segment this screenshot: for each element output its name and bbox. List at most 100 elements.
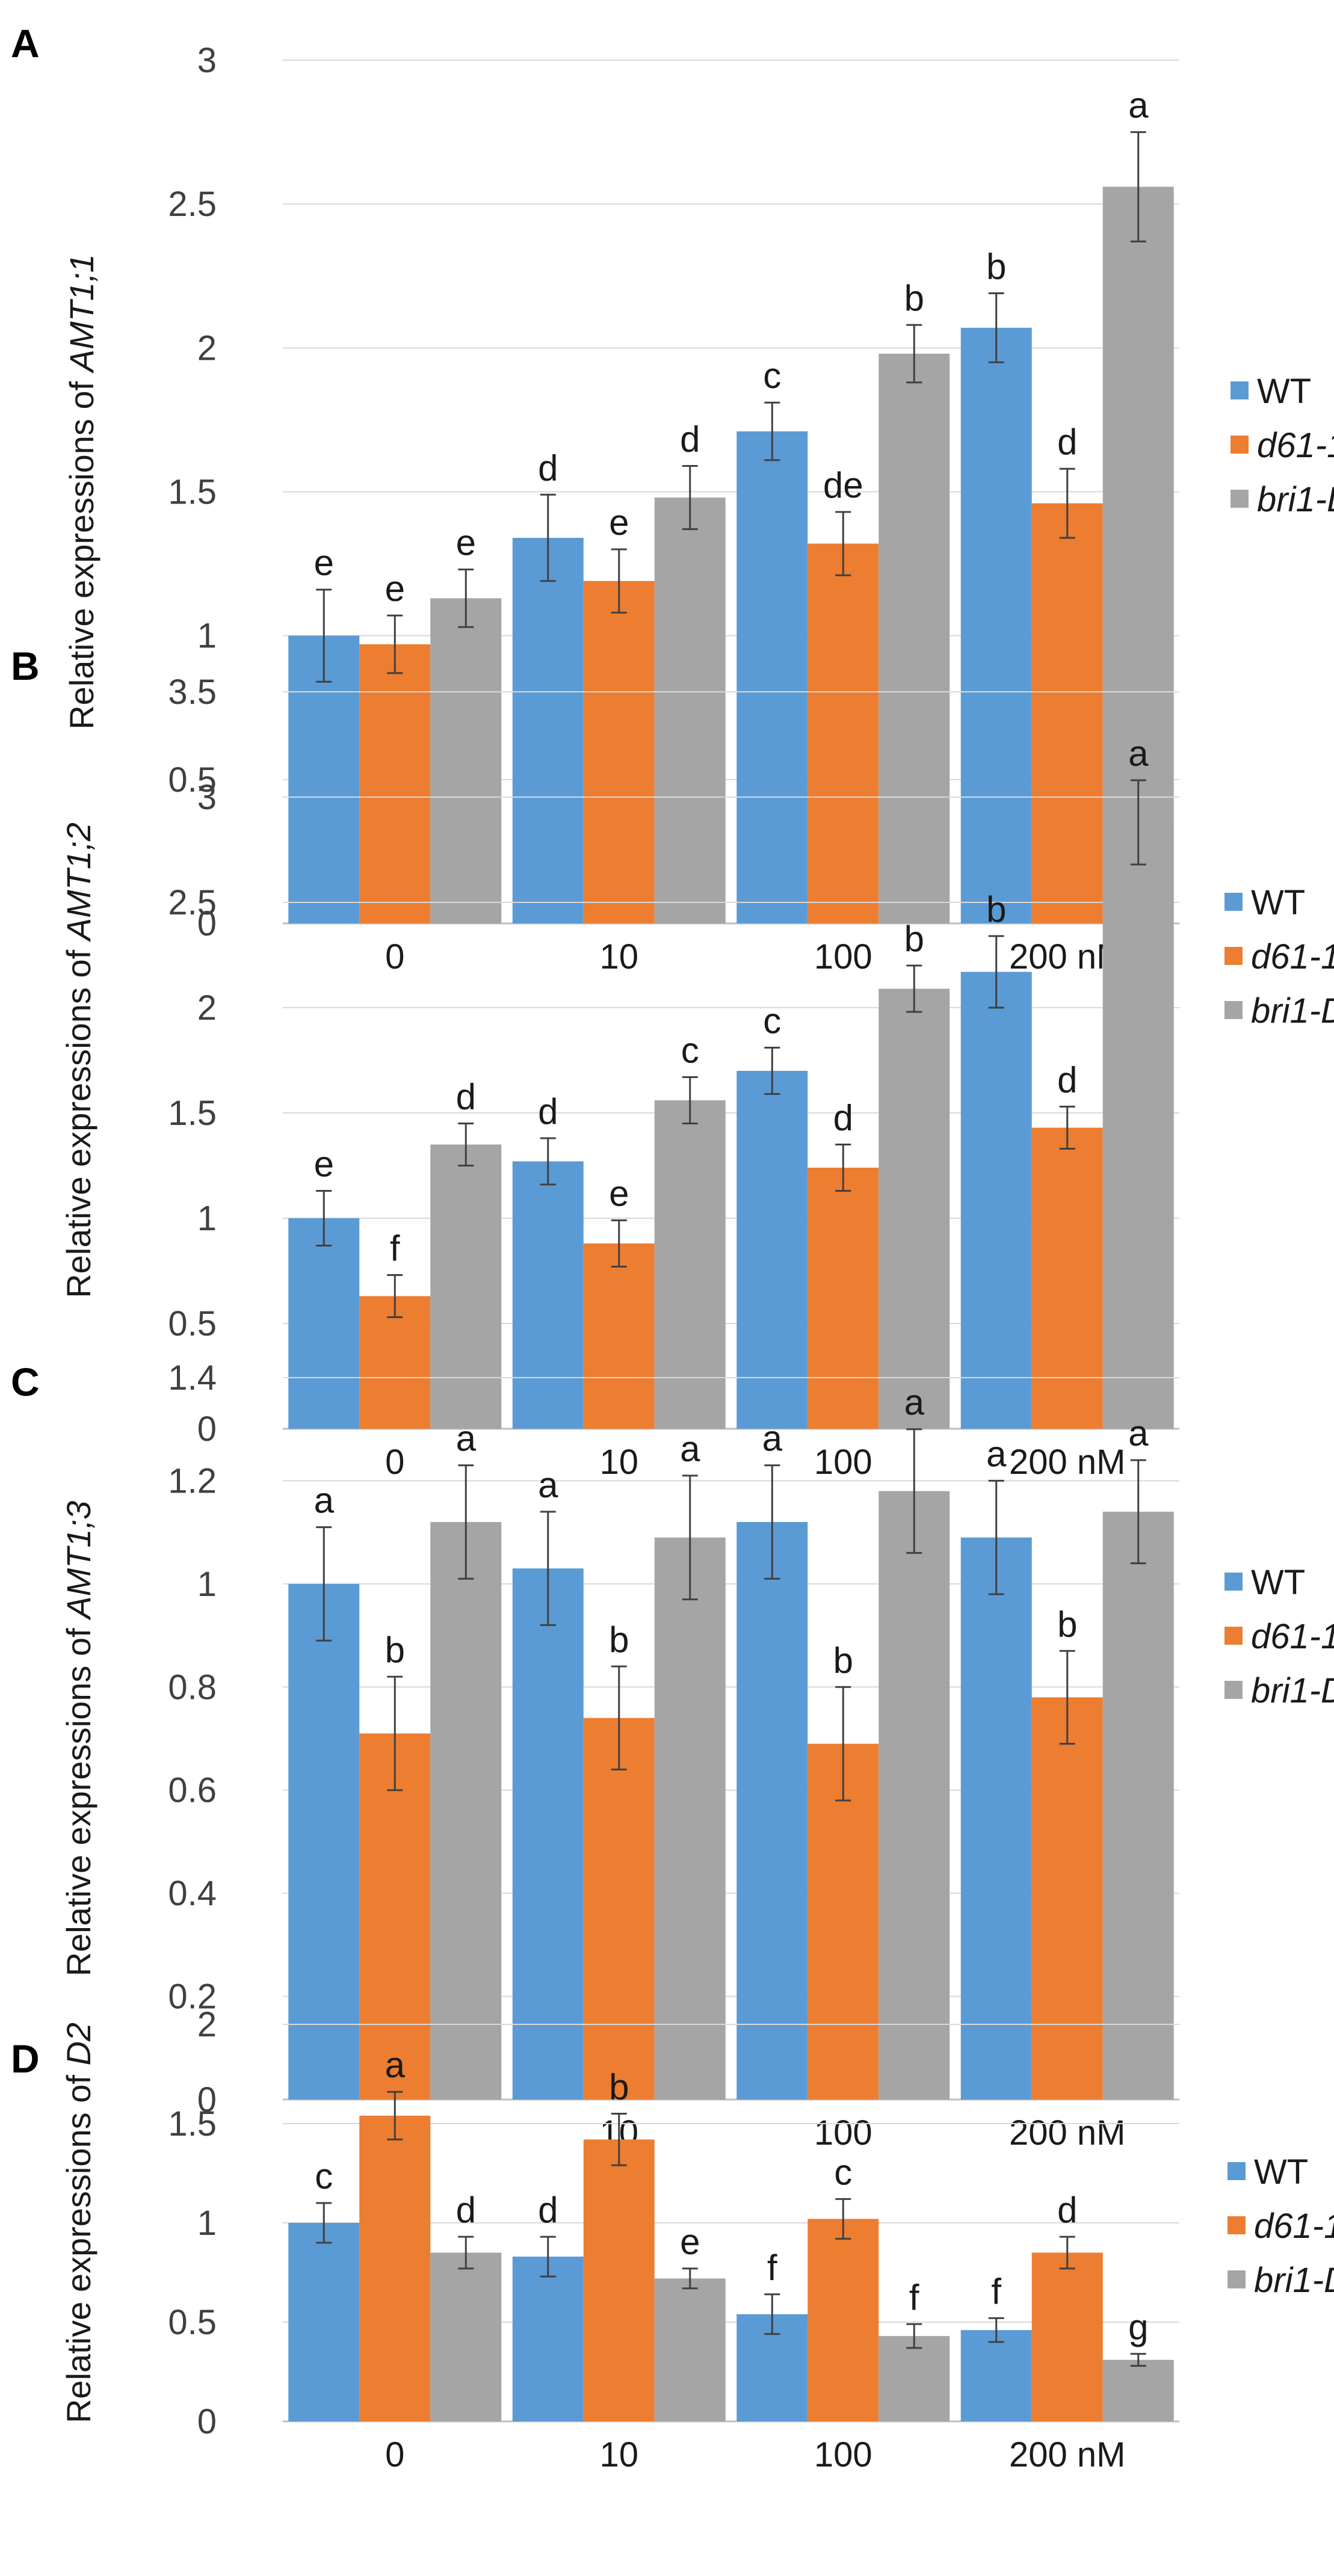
error-bar <box>387 614 403 674</box>
error-bar <box>1059 1106 1075 1150</box>
significance-letter: a <box>762 1419 783 1459</box>
bar-wt <box>512 538 584 923</box>
significance-letter: f <box>909 2277 919 2317</box>
significance-letter: g <box>1128 2307 1148 2347</box>
significance-letter: d <box>1057 1060 1077 1100</box>
bar-bri1-d <box>654 498 726 923</box>
error-bar <box>835 1686 851 1802</box>
bar-d61-1 <box>359 1733 431 2100</box>
bar-bri1-d <box>430 1144 502 1429</box>
x-tick-label: 0 <box>385 2435 404 2474</box>
significance-letter: a <box>1128 1413 1149 1453</box>
error-bar <box>764 401 780 461</box>
legend-swatch <box>1227 2162 1246 2180</box>
significance-letter: b <box>609 1619 629 1660</box>
legend: WT d61-1 bri1-D <box>1224 1563 1334 1710</box>
panel-letter: D <box>11 2036 40 2081</box>
legend-label: WT <box>1251 883 1305 922</box>
bar-wt <box>960 2330 1032 2421</box>
significance-letter: de <box>823 465 863 505</box>
bar-wt <box>960 327 1032 923</box>
bar-wt <box>512 2257 584 2421</box>
x-tick-label: 0 <box>385 1443 404 1482</box>
bar-d61-1 <box>808 1168 879 1429</box>
bar-bri1-d <box>879 353 950 923</box>
y-tick-label: 0.4 <box>168 1874 217 1913</box>
error-bar <box>835 2198 851 2240</box>
bar-d61-1 <box>808 1743 879 2100</box>
significance-letter: f <box>390 1228 400 1269</box>
y-tick-label: 0 <box>197 2080 217 2119</box>
x-tick-label: 100 <box>814 1443 872 1482</box>
error-bar <box>835 511 851 576</box>
bar-bri1-d <box>654 2278 726 2421</box>
panel-letter: B <box>11 644 40 688</box>
error-bar <box>682 464 698 531</box>
significance-letter: b <box>986 246 1006 286</box>
error-bar <box>988 292 1004 363</box>
chart-panel-a: A 0 0.5 1 1.5 2 2.5 3 Relative expressions of AM… <box>11 21 1334 976</box>
y-tick-label: 2 <box>197 328 217 368</box>
bar-wt <box>288 1583 360 2100</box>
legend-swatch <box>1224 1573 1243 1591</box>
bar-d61-1 <box>583 1718 655 2100</box>
bar-d61-1 <box>1031 503 1103 923</box>
error-bar <box>764 1047 780 1095</box>
significance-letter: e <box>314 543 334 583</box>
significance-letter: c <box>763 1001 781 1041</box>
significance-letter: b <box>1057 1604 1077 1644</box>
y-axis-label: Relative expressions of AMT1;1 <box>63 254 100 730</box>
y-tick-label: 1.5 <box>168 2104 217 2143</box>
legend-label: bri1-D <box>1251 991 1334 1031</box>
error-bar <box>906 324 922 384</box>
error-bar <box>540 1137 556 1186</box>
y-tick-label: 0 <box>197 1410 217 1449</box>
legend-swatch <box>1227 2270 1246 2288</box>
significance-letter: b <box>904 278 924 318</box>
significance-letter: e <box>456 523 476 563</box>
bar-d61-1 <box>1031 2252 1103 2421</box>
chart-panel-d: D 0 0.5 1 1.5 2 Relative expressions of D2 0 c a d… <box>11 2005 1334 2474</box>
error-bar <box>1130 131 1146 242</box>
error-bar <box>1059 467 1075 539</box>
bar-bri1-d <box>879 988 950 1429</box>
bar-wt <box>512 1161 584 1429</box>
legend-label: bri1-D <box>1251 1671 1334 1710</box>
error-bar <box>458 1464 474 1580</box>
legend-swatch <box>1224 1627 1243 1645</box>
legend-label: WT <box>1254 2152 1308 2192</box>
bar-d61-1 <box>1031 1697 1103 2100</box>
y-tick-label: 1.5 <box>168 473 217 512</box>
x-tick-label: 0 <box>385 937 404 976</box>
x-tick-label: 200 nM <box>1009 2113 1125 2152</box>
bar-d61-1 <box>359 644 431 923</box>
legend: WT d61-1 bri1-D <box>1227 2152 1334 2300</box>
significance-letter: e <box>314 1144 334 1185</box>
y-tick-label: 0.5 <box>168 760 217 800</box>
y-tick-label: 1 <box>197 2204 217 2243</box>
significance-letter: a <box>680 1429 700 1469</box>
significance-letter: b <box>385 1630 405 1670</box>
significance-letter: b <box>986 889 1006 929</box>
legend-label: WT <box>1257 372 1311 411</box>
significance-letter: d <box>538 2190 558 2230</box>
significance-letter: a <box>986 1434 1007 1474</box>
y-tick-label: 0.8 <box>168 1668 217 1707</box>
significance-letter: f <box>991 2271 1001 2311</box>
significance-letter: a <box>538 1465 558 1505</box>
bar-bri1-d <box>430 2252 502 2421</box>
bar-d61-1 <box>583 581 655 923</box>
legend-swatch <box>1224 947 1243 965</box>
significance-letter: d <box>680 419 700 459</box>
error-bar <box>764 1464 780 1580</box>
error-bar <box>1130 779 1146 866</box>
y-tick-label: 2.5 <box>168 185 217 224</box>
bar-bri1-d <box>654 1537 726 2100</box>
error-bar <box>458 569 474 628</box>
x-tick-label: 10 <box>599 937 638 976</box>
error-bar <box>906 964 922 1013</box>
legend-label: bri1-D <box>1257 480 1334 519</box>
chart-panel-b: B 0 0.5 1 1.5 2 2.5 3 3.5 Relative expressions of… <box>11 644 1334 1482</box>
y-axis-label: Relative expressions of D2 <box>60 2023 97 2423</box>
